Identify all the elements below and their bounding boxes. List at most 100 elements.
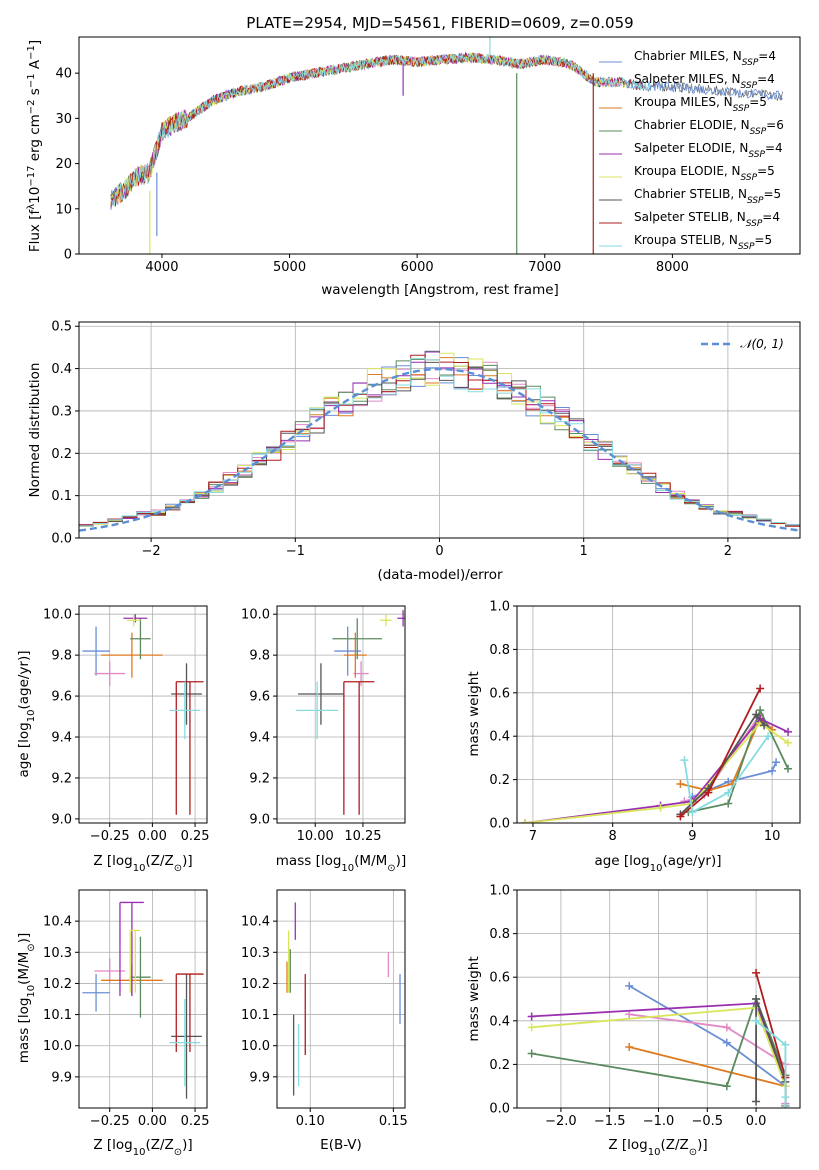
y-tick-label: 0.2 bbox=[489, 773, 510, 788]
y-tick-label: 9.9 bbox=[249, 1070, 270, 1085]
axes-frame bbox=[276, 889, 406, 1109]
x-tick-label: 0.00 bbox=[138, 1114, 167, 1129]
y-axis-label: Flux [fλ10−17 erg cm−2 s−1 A−1] bbox=[26, 40, 44, 252]
spectrum-line bbox=[110, 52, 651, 207]
weight-marker bbox=[760, 721, 769, 730]
spectrum-panel: 4000 5000 6000 7000 8000 0 10 20 30 40 wavelength … bbox=[26, 36, 801, 298]
y-tick-label: 10.0 bbox=[241, 608, 270, 623]
x-axis-label: age [log10(age/yr)] bbox=[594, 853, 721, 874]
weight-line bbox=[531, 996, 787, 1088]
y-tick-label: 9.2 bbox=[51, 771, 72, 786]
weight-marker bbox=[625, 1042, 634, 1051]
mass-vs-metallicity-panel: −0.25 0.00 0.25 9.9 10.0 10.1 10.2 10.3 10.4 Z [l… bbox=[16, 889, 210, 1158]
plot-area bbox=[286, 902, 401, 1096]
y-axis-label: Normed distribution bbox=[27, 363, 43, 498]
x-tick-label: 10.25 bbox=[344, 829, 381, 844]
axes-frame bbox=[78, 36, 801, 255]
weight-marker bbox=[676, 779, 685, 788]
weight-marker bbox=[722, 1023, 731, 1032]
legend-entry: Kroupa STELIB, NSSP=5 bbox=[634, 233, 772, 252]
y-tick-label: 0.8 bbox=[489, 927, 510, 942]
y-tick-label: 9.0 bbox=[51, 812, 72, 827]
weight-marker bbox=[527, 1023, 536, 1032]
x-tick-label: −1 bbox=[286, 544, 305, 559]
legend-entry: Salpeter MILES, NSSP=4 bbox=[634, 72, 775, 91]
legend-entry: Salpeter ELODIE, NSSP=4 bbox=[634, 141, 783, 160]
y-tick-label: 9.6 bbox=[51, 690, 72, 705]
y-tick-label: 10 bbox=[55, 202, 72, 217]
y-tick-label: 0.4 bbox=[489, 1014, 510, 1029]
figure-title: PLATE=2954, MJD=54561, FIBERID=0609, z=0… bbox=[246, 14, 633, 32]
legend: Chabrier MILES, NSSP=4 Salpeter MILES, NS… bbox=[599, 49, 784, 252]
x-tick-label: 1 bbox=[580, 544, 588, 559]
legend-entry: Salpeter STELIB, NSSP=4 bbox=[634, 210, 780, 229]
weight-marker bbox=[781, 1101, 790, 1108]
y-tick-label: 0.3 bbox=[51, 404, 72, 419]
x-axis-label: Z [log10(Z/Z⊙)] bbox=[93, 1137, 192, 1158]
x-tick-label: 0.25 bbox=[181, 1114, 210, 1129]
y-tick-label: 9.2 bbox=[249, 771, 270, 786]
y-tick-label: 10.0 bbox=[43, 608, 72, 623]
y-tick-label: 10.3 bbox=[241, 946, 270, 961]
plot-area bbox=[527, 968, 790, 1108]
x-tick-label: −2.0 bbox=[545, 1114, 577, 1129]
weight-marker bbox=[680, 756, 689, 765]
y-tick-label: 0.0 bbox=[489, 1102, 510, 1117]
axes-frame bbox=[276, 605, 406, 824]
y-axis-label: mass [log10(M/M⊙)] bbox=[16, 933, 37, 1063]
plot-area bbox=[110, 37, 783, 254]
y-tick-label: 9.4 bbox=[51, 731, 72, 746]
x-tick-label: 6000 bbox=[401, 260, 434, 275]
y-tick-label: 1.0 bbox=[489, 884, 510, 899]
x-tick-label: −0.25 bbox=[90, 829, 130, 844]
weight-marker bbox=[752, 995, 761, 1003]
normal-curve bbox=[79, 367, 800, 532]
y-tick-label: 9.9 bbox=[51, 1070, 72, 1085]
weight-marker bbox=[656, 803, 665, 812]
weight-marker bbox=[724, 799, 733, 808]
weight-marker bbox=[520, 819, 529, 823]
x-tick-label: 4000 bbox=[145, 260, 178, 275]
y-tick-label: 0.6 bbox=[489, 971, 510, 986]
spectrum-line bbox=[110, 51, 643, 207]
y-tick-label: 10.4 bbox=[241, 915, 270, 930]
y-tick-label: 10.0 bbox=[43, 1039, 72, 1054]
y-tick-label: 0.4 bbox=[51, 362, 72, 377]
plot-area bbox=[520, 684, 793, 823]
y-tick-label: 20 bbox=[55, 157, 72, 172]
weight-marker bbox=[527, 1012, 536, 1021]
legend-entry: Chabrier MILES, NSSP=4 bbox=[634, 49, 776, 68]
x-tick-label: 7 bbox=[529, 829, 537, 844]
y-tick-label: 0.4 bbox=[489, 730, 510, 745]
spectrum-line bbox=[110, 52, 605, 207]
y-tick-label: 0.0 bbox=[489, 817, 510, 832]
legend-entry: Kroupa ELODIE, NSSP=5 bbox=[634, 164, 775, 183]
x-tick-label: 9 bbox=[688, 829, 696, 844]
weight-marker bbox=[784, 738, 793, 747]
y-tick-label: 10.3 bbox=[43, 946, 72, 961]
x-tick-label: 0.00 bbox=[138, 829, 167, 844]
x-axis-label: E(B-V) bbox=[320, 1137, 362, 1153]
x-tick-label: 0.0 bbox=[746, 1114, 767, 1129]
spectrum-line bbox=[110, 52, 621, 209]
x-tick-label: −0.5 bbox=[692, 1114, 724, 1129]
legend-entry: Kroupa MILES, NSSP=5 bbox=[634, 95, 767, 114]
weight-marker bbox=[752, 710, 761, 719]
plot-area bbox=[79, 350, 800, 532]
plot-area bbox=[296, 610, 405, 815]
y-axis-label: mass weight bbox=[466, 671, 482, 756]
y-tick-label: 30 bbox=[55, 112, 72, 127]
x-tick-label: 7000 bbox=[528, 260, 561, 275]
y-tick-label: 10.0 bbox=[241, 1039, 270, 1054]
legend-entry: 𝒩(0, 1) bbox=[740, 337, 784, 351]
spectrum-line bbox=[110, 52, 628, 207]
y-tick-label: 0.1 bbox=[51, 489, 72, 504]
spectrum-line bbox=[110, 53, 598, 206]
weight-marker bbox=[527, 1049, 536, 1058]
x-tick-label: −0.25 bbox=[90, 1114, 130, 1129]
weight-marker bbox=[752, 1016, 761, 1025]
legend-entry: Chabrier STELIB, NSSP=5 bbox=[634, 187, 781, 206]
weight-marker bbox=[784, 727, 793, 736]
y-tick-label: 9.4 bbox=[249, 731, 270, 746]
